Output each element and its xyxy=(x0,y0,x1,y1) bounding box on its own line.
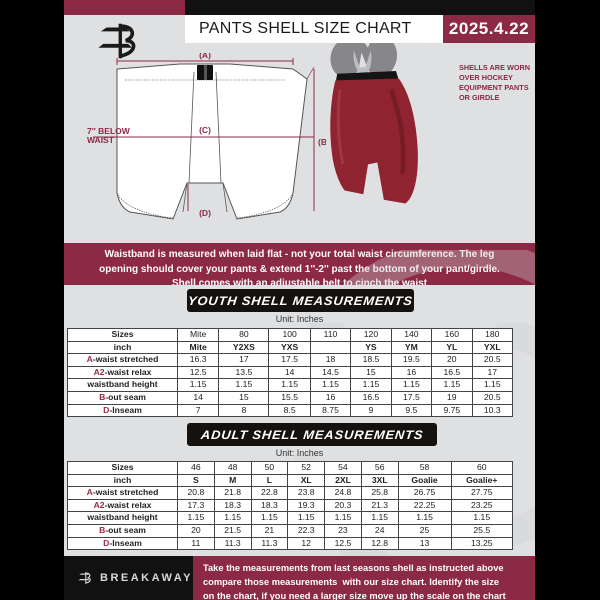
svg-text:(B): (B) xyxy=(318,137,326,147)
svg-text:WAIST: WAIST xyxy=(87,135,115,145)
svg-text:(A): (A) xyxy=(199,53,211,60)
svg-text:(D): (D) xyxy=(199,208,211,218)
svg-text:(C): (C) xyxy=(199,125,211,135)
